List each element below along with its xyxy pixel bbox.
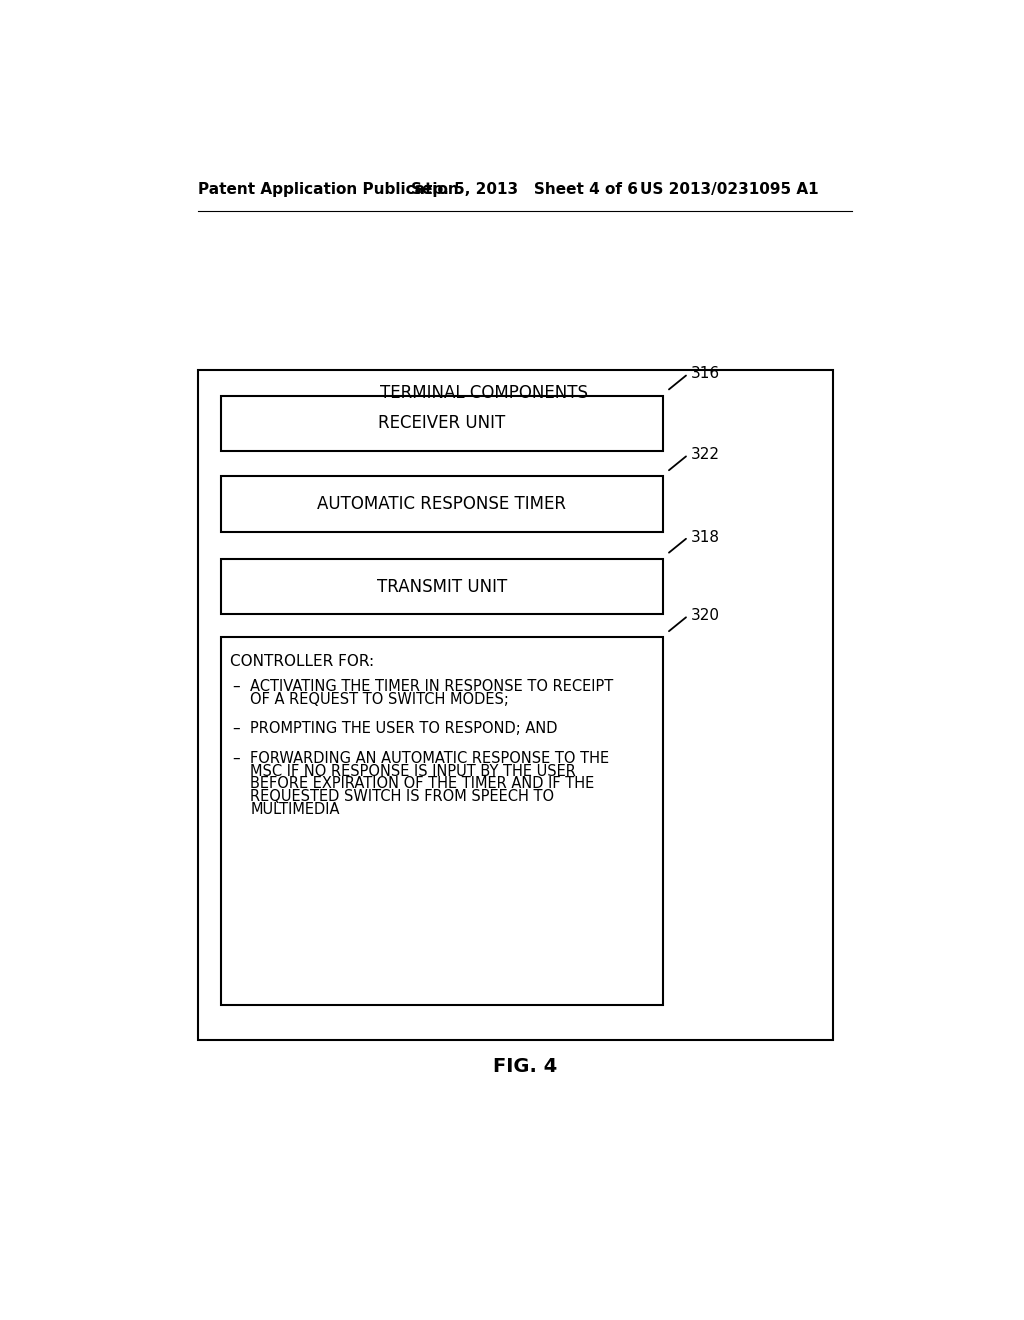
Text: 316: 316 <box>690 367 720 381</box>
Text: PROMPTING THE USER TO RESPOND; AND: PROMPTING THE USER TO RESPOND; AND <box>251 721 558 737</box>
Text: –: – <box>231 678 240 694</box>
Text: BEFORE EXPIRATION OF THE TIMER AND IF THE: BEFORE EXPIRATION OF THE TIMER AND IF TH… <box>251 776 595 791</box>
Bar <box>221 558 663 614</box>
Text: REQUESTED SWITCH IS FROM SPEECH TO: REQUESTED SWITCH IS FROM SPEECH TO <box>251 789 555 804</box>
Bar <box>221 638 663 1006</box>
Text: Sep. 5, 2013   Sheet 4 of 6: Sep. 5, 2013 Sheet 4 of 6 <box>411 182 638 197</box>
Bar <box>221 477 663 532</box>
Text: 318: 318 <box>690 529 720 545</box>
Text: 320: 320 <box>690 609 720 623</box>
Text: FORWARDING AN AUTOMATIC RESPONSE TO THE: FORWARDING AN AUTOMATIC RESPONSE TO THE <box>251 751 609 766</box>
Text: –: – <box>231 751 240 766</box>
Text: TRANSMIT UNIT: TRANSMIT UNIT <box>377 578 507 595</box>
Text: FIG. 4: FIG. 4 <box>493 1057 557 1077</box>
Bar <box>198 370 834 1040</box>
Text: ACTIVATING THE TIMER IN RESPONSE TO RECEIPT: ACTIVATING THE TIMER IN RESPONSE TO RECE… <box>251 678 613 694</box>
Text: –: – <box>231 721 240 737</box>
Text: MULTIMEDIA: MULTIMEDIA <box>251 801 340 817</box>
Text: 322: 322 <box>690 447 720 462</box>
Text: OF A REQUEST TO SWITCH MODES;: OF A REQUEST TO SWITCH MODES; <box>251 692 509 706</box>
Text: CONTROLLER FOR:: CONTROLLER FOR: <box>230 655 375 669</box>
Bar <box>221 396 663 451</box>
Text: AUTOMATIC RESPONSE TIMER: AUTOMATIC RESPONSE TIMER <box>317 495 566 513</box>
Text: US 2013/0231095 A1: US 2013/0231095 A1 <box>640 182 818 197</box>
Text: TERMINAL COMPONENTS: TERMINAL COMPONENTS <box>381 384 589 403</box>
Text: Patent Application Publication: Patent Application Publication <box>198 182 459 197</box>
Text: MSC IF NO RESPONSE IS INPUT BY THE USER: MSC IF NO RESPONSE IS INPUT BY THE USER <box>251 763 577 779</box>
Text: RECEIVER UNIT: RECEIVER UNIT <box>378 414 506 432</box>
